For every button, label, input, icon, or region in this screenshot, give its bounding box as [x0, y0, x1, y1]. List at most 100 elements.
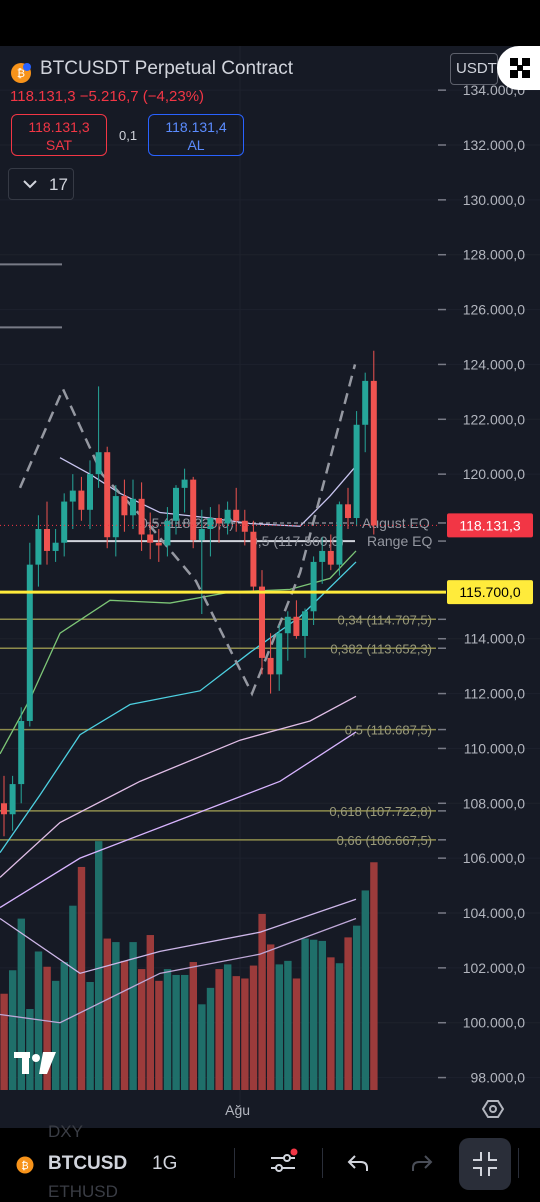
candle-body [35, 529, 42, 565]
candle-body [250, 531, 257, 587]
y-tick-label: 114.000,0 [464, 631, 525, 647]
moving-average-line [0, 917, 357, 1024]
volume-bar [249, 965, 258, 1090]
y-tick-label: 130.000,0 [463, 192, 525, 208]
sell-label: SAT [45, 137, 73, 153]
symbol-search-button[interactable]: BTCUSD [48, 1153, 128, 1174]
divider [518, 1148, 519, 1178]
range-level-label: 0,5 (117.560,0) [250, 533, 344, 549]
volume-bar [43, 966, 51, 1090]
y-tick-label: 124.000,0 [463, 356, 525, 372]
candle-body [241, 520, 248, 532]
current-price-tag [447, 513, 533, 538]
volume-bar [258, 913, 266, 1090]
collapse-icon [473, 1152, 497, 1176]
tradingview-logo [14, 1052, 56, 1074]
price-change: 118.131,3 −5.216,7 (−4,23%) [10, 88, 205, 105]
y-tick-label: 120.000,0 [463, 466, 525, 482]
volume-bar [327, 957, 335, 1090]
chevron-down-icon [23, 180, 37, 189]
volume-bar [301, 938, 309, 1090]
moving-average-line [0, 731, 357, 909]
volume-bar [0, 993, 8, 1090]
svg-text:₿: ₿ [21, 1160, 28, 1172]
sell-button[interactable]: 118.131,3 SAT [11, 114, 107, 156]
candle-body [164, 520, 171, 546]
range-level-tag: August EQ [362, 515, 430, 531]
volume-bar [181, 974, 189, 1090]
indicator-list-toggle[interactable]: 17 [8, 168, 74, 200]
volume-bar [335, 963, 344, 1090]
volume-bar [206, 987, 215, 1090]
candle-body [181, 479, 188, 488]
candle-body [26, 564, 33, 721]
y-tick-label: 112.000,0 [464, 686, 525, 702]
volume-bar [232, 976, 240, 1090]
volume-bar [155, 980, 163, 1090]
candle-body [104, 452, 111, 538]
volume-bar [241, 978, 249, 1090]
chart-area[interactable]: 0,34 (114.707,5) 0,382 (113.652,3) 0,5 (11… [0, 46, 540, 1128]
y-tick-label: 100.000,0 [463, 1015, 525, 1031]
settings-icon[interactable] [482, 1098, 504, 1120]
volume-bar [129, 942, 137, 1090]
volume-bar [103, 938, 111, 1090]
candle-body [198, 529, 205, 540]
watchlist-ghost-item: ETHUSD [48, 1182, 118, 1201]
candle-body [293, 616, 300, 636]
volume-bar [344, 937, 352, 1090]
volume-bar [370, 862, 378, 1090]
candle-body [216, 518, 222, 524]
bitcoin-icon: ₿ [16, 1156, 34, 1174]
fib-level-label: 0,34 (114.707,5) [338, 612, 432, 627]
volume-bar [26, 1009, 34, 1090]
bottom-toolbar: DXY ₿ BTCUSD 1G [0, 1122, 540, 1201]
y-tick-label: 106.000,0 [463, 850, 525, 866]
moving-average-line [0, 898, 357, 975]
fullscreen-exit-button[interactable] [459, 1138, 511, 1190]
volume-bar [146, 935, 154, 1090]
current-price-label: 118.131,3 [459, 517, 520, 533]
candle-body [155, 542, 162, 546]
candle-body [327, 550, 334, 565]
volume-bar [172, 974, 180, 1090]
buy-button[interactable]: 118.131,4 AL [148, 114, 244, 156]
candle-body [233, 509, 240, 521]
volume-bar [9, 970, 17, 1090]
fib-level-label: 0,66 (106.667,5) [337, 833, 432, 848]
volume-bar [138, 969, 146, 1090]
volume-bar [52, 980, 60, 1090]
volume-bar [353, 925, 361, 1090]
volume-bar [60, 962, 68, 1090]
moving-average-line [0, 561, 357, 854]
indicators-icon[interactable] [268, 1148, 298, 1178]
expand-icon [510, 58, 530, 78]
candle-body [1, 803, 7, 815]
symbol-title[interactable]: BTCUSDT Perpetual Contract [40, 58, 294, 79]
candle-body [207, 518, 214, 529]
candle-body [87, 474, 93, 510]
y-tick-label: 122.000,0 [463, 411, 525, 427]
y-tick-label: 128.000,0 [463, 247, 525, 263]
highlight-price-label: 115.700,0 [459, 584, 520, 600]
range-level-tag: Range EQ [367, 533, 432, 549]
undo-icon[interactable] [346, 1152, 370, 1174]
expand-button[interactable] [497, 46, 540, 90]
buy-price: 118.131,4 [165, 119, 227, 135]
redo-icon[interactable] [410, 1152, 434, 1174]
fib-level-label: 0,5 (110.687,5) [345, 723, 432, 738]
candle-body [52, 542, 59, 551]
price-chart[interactable]: 0,34 (114.707,5) 0,382 (113.652,3) 0,5 (11… [0, 46, 540, 1128]
interval-button[interactable]: 1G [152, 1153, 178, 1174]
y-tick-label: 108.000,0 [463, 795, 525, 811]
divider [234, 1148, 235, 1178]
candle-body [44, 529, 50, 551]
currency-button[interactable]: USDT [450, 53, 498, 85]
candle-body [224, 509, 231, 524]
candle-body [173, 487, 179, 521]
candle-body [284, 616, 291, 634]
volume-bar [17, 918, 25, 1090]
candle-body [69, 490, 76, 502]
y-tick-label: 132.000,0 [463, 137, 525, 153]
